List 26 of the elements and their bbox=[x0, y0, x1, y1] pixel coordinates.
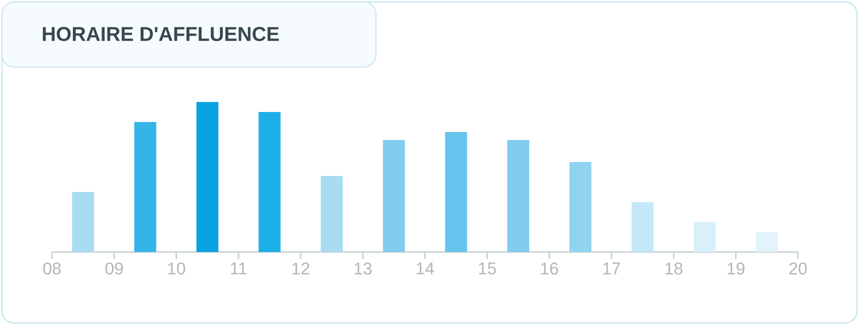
x-tick-label: 13 bbox=[354, 262, 372, 275]
bar bbox=[445, 132, 468, 252]
bar bbox=[72, 192, 94, 252]
bar bbox=[382, 140, 405, 252]
x-tick-label: 10 bbox=[168, 262, 186, 275]
x-tick-label: 20 bbox=[789, 262, 807, 275]
x-tick-label: 17 bbox=[603, 262, 620, 274]
bar bbox=[320, 176, 343, 252]
chart-title: HORAIRE D'AFFLUENCE bbox=[42, 26, 279, 42]
bar bbox=[134, 122, 156, 252]
x-tick-label: 19 bbox=[728, 262, 744, 275]
bar bbox=[632, 202, 654, 252]
bar bbox=[694, 222, 716, 252]
x-tick-label: 14 bbox=[416, 262, 434, 274]
x-tick-label: 18 bbox=[666, 262, 682, 275]
x-tick-label: 08 bbox=[43, 262, 61, 275]
x-tick-label: 15 bbox=[479, 262, 496, 274]
bar bbox=[569, 162, 592, 252]
bar bbox=[196, 102, 218, 252]
x-tick-label: 16 bbox=[541, 262, 558, 275]
x-tick-label: 12 bbox=[292, 262, 310, 274]
bar bbox=[507, 140, 530, 252]
x-tick-label: 09 bbox=[105, 262, 123, 275]
bar bbox=[258, 112, 281, 252]
bar bbox=[756, 232, 778, 252]
x-tick-label: 11 bbox=[230, 262, 246, 274]
